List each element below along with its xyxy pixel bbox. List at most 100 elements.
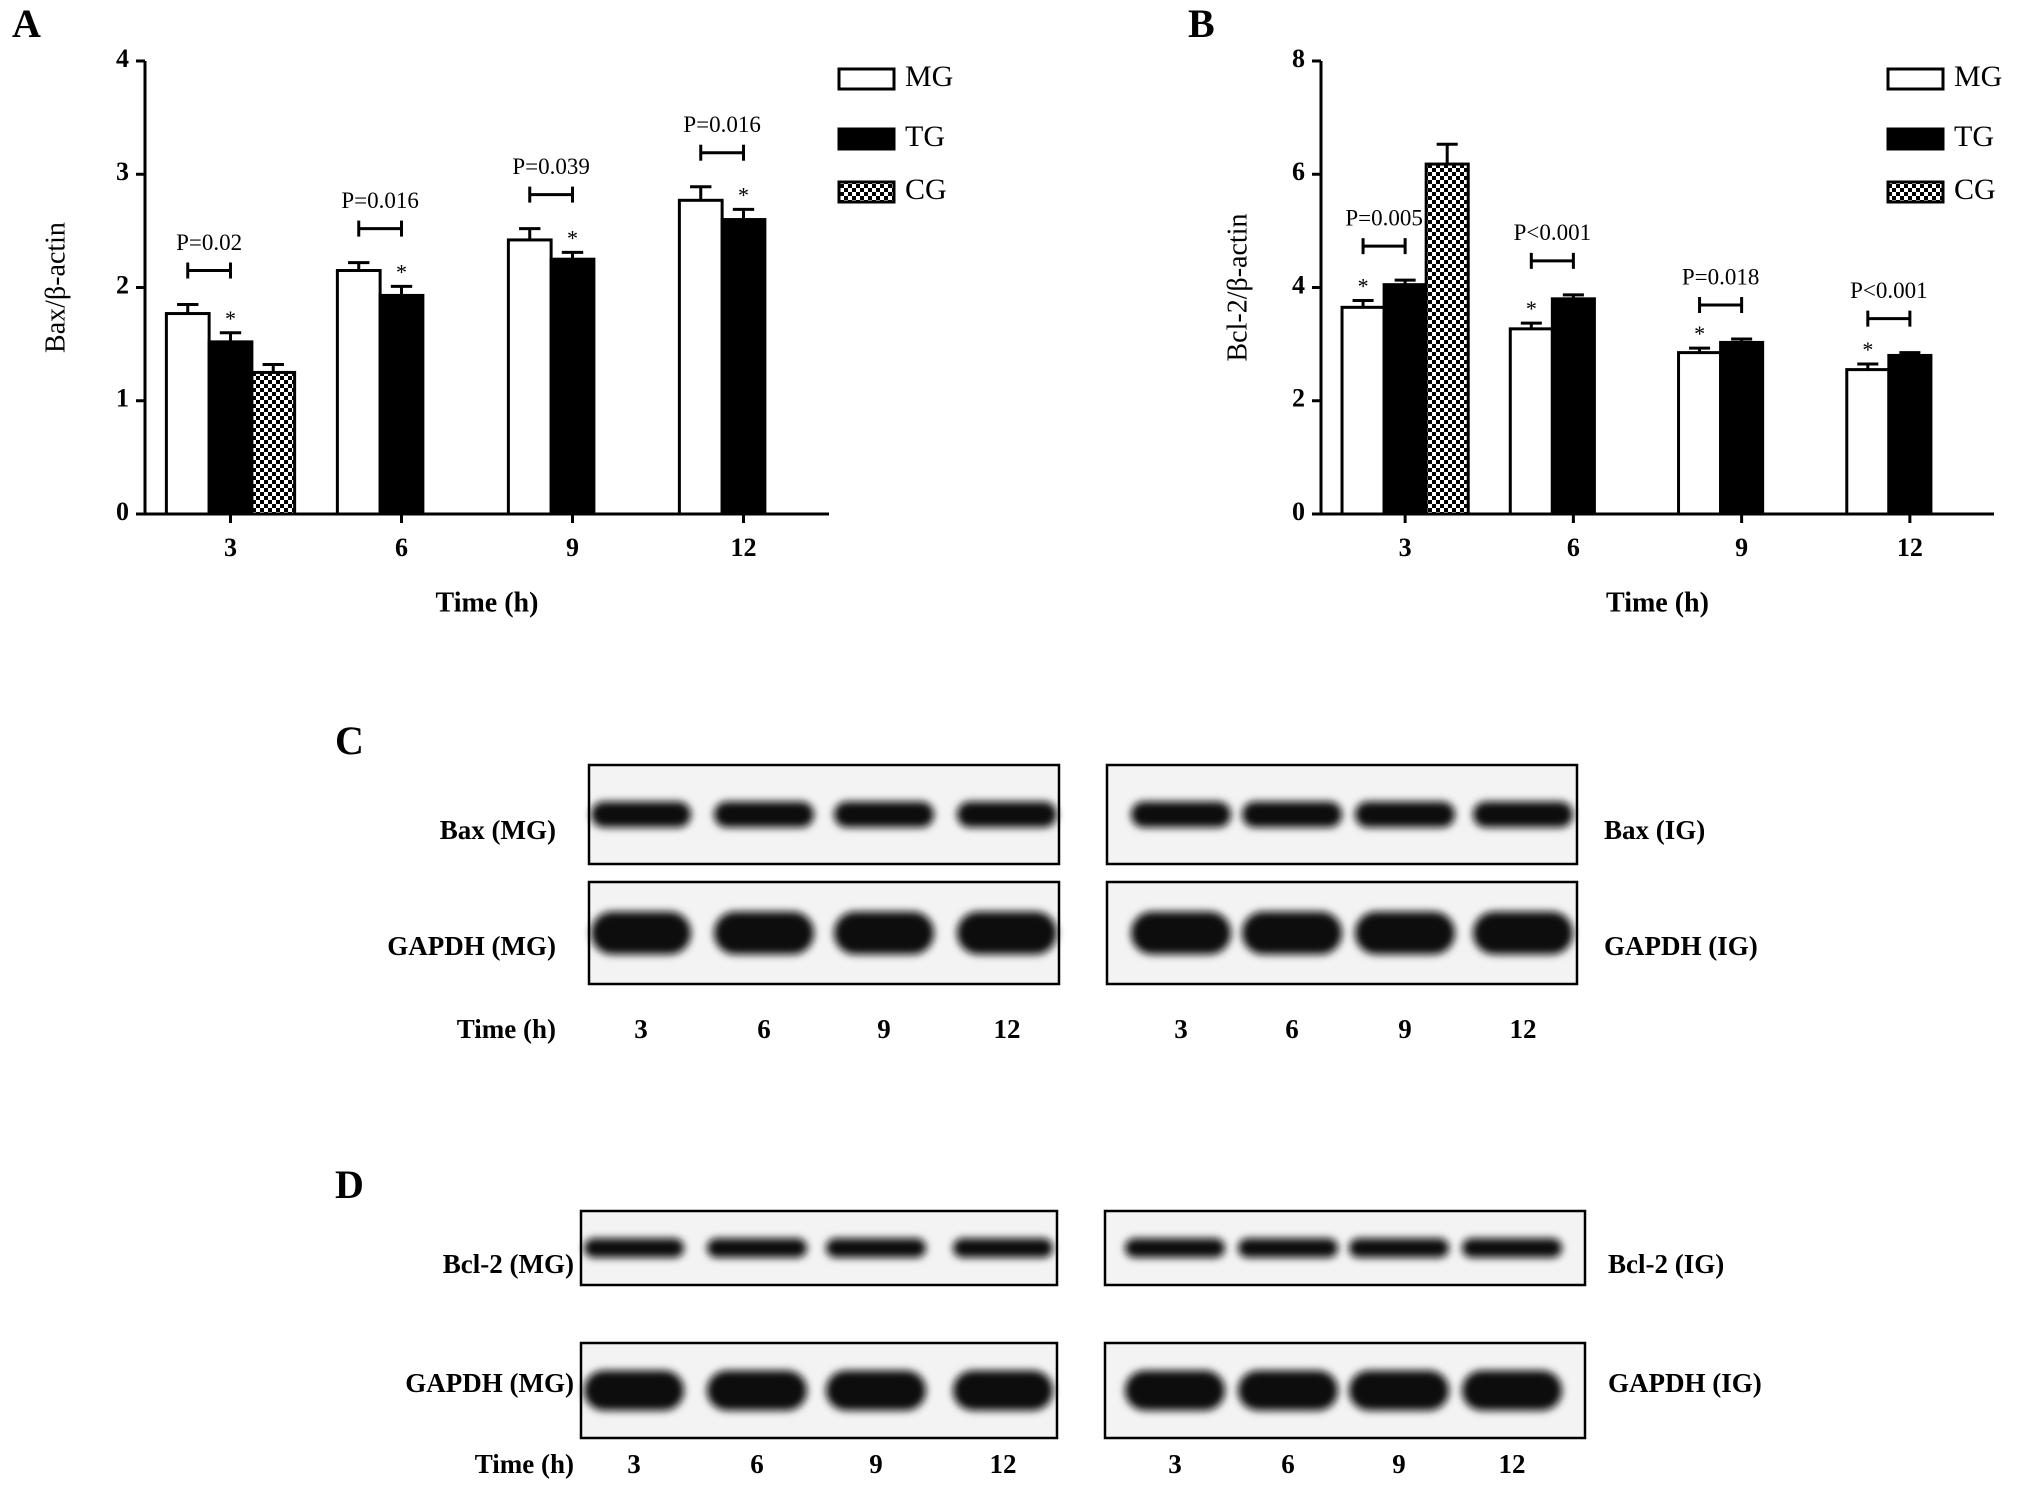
lane-label: 9: [877, 1014, 891, 1044]
x-tick-label: 3: [224, 533, 237, 562]
p-value: P=0.016: [341, 188, 419, 213]
time-label: Time (h): [457, 1014, 556, 1044]
row-label: GAPDH (IG): [1608, 1368, 1762, 1398]
blot-band: [826, 1370, 926, 1411]
blot-band: [584, 1238, 684, 1258]
lane-label: 12: [994, 1014, 1021, 1044]
blot-band: [834, 911, 934, 955]
lane-label: 3: [634, 1014, 648, 1044]
x-tick-label: 9: [1735, 533, 1748, 562]
bar: [1508, 327, 1554, 516]
row-label: GAPDH (MG): [387, 931, 556, 961]
blot-band: [1473, 801, 1573, 828]
blot-band: [1355, 911, 1455, 955]
x-axis-label: Time (h): [436, 587, 539, 618]
legend-label: TG: [905, 120, 945, 153]
blot-band: [1349, 1238, 1449, 1258]
blot-band: [953, 1370, 1053, 1411]
lane-label: 9: [1398, 1014, 1412, 1044]
bar: [164, 312, 211, 516]
legend-label: MG: [1954, 60, 2002, 93]
panel-letter: D: [335, 1162, 364, 1207]
legend-swatch: [837, 67, 896, 91]
blot-band: [714, 911, 814, 955]
blot-band: [1238, 1238, 1338, 1258]
blot-band: [1242, 911, 1342, 955]
lane-label: 3: [1174, 1014, 1188, 1044]
x-tick-label: 6: [395, 533, 408, 562]
blot-band: [1355, 801, 1455, 828]
y-tick-label: 2: [116, 270, 129, 299]
y-tick-label: 4: [1292, 270, 1305, 299]
row-label: Bax (MG): [440, 815, 556, 845]
legend-swatch: [837, 127, 896, 151]
blot-band: [1125, 1370, 1225, 1411]
significance-mark: *: [738, 182, 749, 207]
y-tick-label: 6: [1292, 157, 1305, 186]
blot-band: [1473, 911, 1573, 955]
p-value: P=0.018: [1682, 264, 1760, 289]
bar: [677, 198, 724, 516]
legend-swatch: [1886, 180, 1945, 204]
lane-label: 6: [1281, 1449, 1295, 1479]
y-tick-label: 0: [1292, 497, 1305, 526]
x-tick-label: 12: [1897, 533, 1923, 562]
legend-label: MG: [905, 60, 953, 93]
bar: [549, 257, 596, 516]
significance-mark: *: [396, 259, 407, 284]
lane-label: 6: [1285, 1014, 1299, 1044]
y-tick-label: 2: [1292, 384, 1305, 413]
lane-label: 3: [1168, 1449, 1182, 1479]
x-tick-label: 12: [731, 533, 757, 562]
blot-band: [707, 1238, 807, 1258]
blot-band: [1125, 1238, 1225, 1258]
blot-band: [591, 911, 691, 955]
bar: [1719, 340, 1765, 516]
significance-mark: *: [1694, 321, 1705, 346]
p-value: P=0.005: [1345, 205, 1423, 230]
blot-band: [957, 911, 1057, 955]
significance-mark: *: [1358, 274, 1369, 299]
row-label: Bcl-2 (IG): [1608, 1249, 1724, 1279]
blot-band: [957, 801, 1057, 828]
y-axis-label: Bcl-2/β-actin: [1222, 214, 1253, 362]
legend-label: CG: [905, 173, 947, 206]
bar: [1845, 368, 1891, 516]
significance-mark: *: [1862, 337, 1873, 362]
bar: [1550, 297, 1596, 516]
legend-label: CG: [1954, 173, 1996, 206]
blot-band: [834, 801, 934, 828]
blot-band: [1349, 1370, 1449, 1411]
blot-band: [1462, 1370, 1562, 1411]
blot-band: [584, 1370, 684, 1411]
legend-swatch: [837, 180, 896, 204]
lane-label: 12: [1510, 1014, 1537, 1044]
p-value: P<0.001: [1850, 278, 1928, 303]
lane-label: 12: [1499, 1449, 1526, 1479]
significance-mark: *: [1526, 296, 1537, 321]
x-tick-label: 6: [1567, 533, 1580, 562]
blot-band: [1242, 801, 1342, 828]
bar: [1382, 283, 1428, 516]
lane-label: 3: [627, 1449, 641, 1479]
significance-mark: *: [567, 225, 578, 250]
bar: [1424, 162, 1470, 516]
lane-label: 6: [757, 1014, 771, 1044]
y-tick-label: 4: [116, 44, 129, 73]
y-tick-label: 3: [116, 157, 129, 186]
bar: [378, 293, 425, 516]
blot-band: [1238, 1370, 1338, 1411]
x-tick-label: 3: [1399, 533, 1412, 562]
legend-swatch: [1886, 67, 1945, 91]
p-value: P=0.016: [683, 112, 761, 137]
bar: [1677, 351, 1723, 516]
p-value: P<0.001: [1514, 220, 1592, 245]
bar: [335, 269, 382, 516]
blot-band: [714, 801, 814, 828]
bar: [250, 370, 297, 516]
panel-letter: C: [335, 718, 364, 763]
bar: [720, 218, 767, 516]
row-label: GAPDH (IG): [1604, 931, 1758, 961]
lane-label: 9: [1392, 1449, 1406, 1479]
